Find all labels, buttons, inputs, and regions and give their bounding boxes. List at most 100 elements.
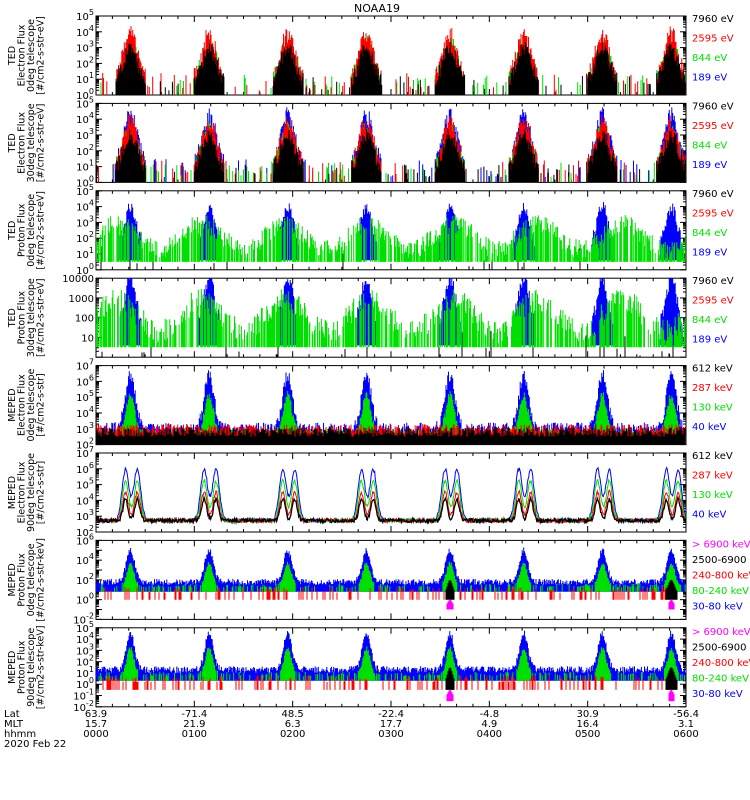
- y-tick-label: 105: [76, 183, 94, 198]
- y-tick-label: 105: [76, 8, 94, 23]
- y-tick-label: 102: [76, 230, 94, 245]
- y-tick-label: 104: [76, 24, 94, 39]
- y-tick-label: 102: [76, 572, 94, 587]
- x-tick-mlt: 3.1: [678, 719, 694, 730]
- legend-entry: 7960 eV: [692, 276, 734, 287]
- legend-entry: 80-240 keV: [692, 586, 749, 597]
- x-tick-lat: -56.4: [673, 709, 699, 720]
- x-tick-mlt: 15.7: [85, 719, 107, 730]
- y-tick-label: 100: [76, 592, 94, 607]
- x-tick-hhmm: 0000: [83, 729, 108, 740]
- y-tick-label: 10000: [62, 274, 94, 285]
- legend-entry: 844 eV: [692, 228, 727, 239]
- y-tick-label: 102: [76, 654, 94, 669]
- panel-ted-p-30: 10 100 1000 10000 TEDProton Flux30deg telesc…: [7, 274, 734, 358]
- x-row-label: Lat: [4, 709, 20, 720]
- y-tick-label: 106: [76, 461, 94, 476]
- y-axis-label: MEPEDElectron Flux0deg telescope[#/cm2-s…: [7, 369, 47, 442]
- x-tick-lat: -22.4: [378, 709, 404, 720]
- trace-2500-6900-kev: [445, 579, 678, 600]
- y-tick-label: 102: [76, 524, 94, 539]
- trace-7960-ev: [96, 129, 686, 183]
- data-traces: [96, 466, 686, 525]
- y-tick-label: 104: [76, 631, 94, 646]
- y-tick-label: 10-1: [73, 688, 94, 703]
- x-tick-mlt: 4.9: [481, 719, 497, 730]
- data-traces: [100, 26, 686, 95]
- trace-130-kev: [96, 478, 686, 525]
- y-tick-label: 102: [76, 55, 94, 70]
- y-tick-label: 105: [76, 477, 94, 492]
- legend-entry: 612 keV: [692, 364, 733, 375]
- trace-240-800-kev: [102, 675, 663, 690]
- legend-entry: 240-800 keV: [692, 570, 750, 581]
- data-traces: [96, 278, 686, 358]
- y-tick-label: 100: [76, 87, 94, 102]
- y-axis-label: TEDProton Flux30deg telescope[#/cm2-s-st…: [7, 278, 47, 357]
- trace-612-kev: [96, 427, 686, 445]
- legend-entry: > 6900 keV: [692, 627, 750, 638]
- x-tick-hhmm: 0200: [280, 729, 305, 740]
- x-tick-hhmm: 0500: [575, 729, 600, 740]
- y-tick-label: 107: [76, 358, 94, 373]
- x-tick-lat: 63.9: [85, 709, 107, 720]
- data-traces: [96, 630, 686, 702]
- x-tick-mlt: 16.4: [577, 719, 599, 730]
- legend-entry: 2500-6900: [692, 642, 747, 653]
- y-tick-label: 103: [76, 127, 94, 142]
- y-tick-label: 103: [76, 508, 94, 523]
- legend-entry: 7960 eV: [692, 14, 734, 25]
- y-tick-label: 100: [76, 174, 94, 189]
- legend-entry: 130 keV: [692, 403, 733, 414]
- legend-entry: 2500-6900: [692, 555, 747, 566]
- legend-entry: 30-80 keV: [692, 689, 743, 700]
- legend-entry: 80-240 keV: [692, 673, 749, 684]
- x-tick-lat: 30.9: [577, 709, 599, 720]
- data-traces: [96, 202, 686, 270]
- legend-entry: 130 keV: [692, 490, 733, 501]
- y-tick-label: 1000: [69, 294, 94, 305]
- legend-entry: 287 keV: [692, 383, 733, 394]
- legend-entry: 40 keV: [692, 422, 726, 433]
- panel-meped-p-0: 10-2 100 102 104 106 MEPEDProton Flux0deg tel…: [7, 532, 750, 626]
- trace-287-kev: [96, 489, 686, 525]
- x-tick-lat: -4.8: [480, 709, 500, 720]
- trace-844-ev: [96, 288, 686, 348]
- y-tick-label: 103: [76, 421, 94, 436]
- legend-entry: 189 eV: [692, 335, 727, 346]
- y-axis-label: MEPEDProton Flux90deg telescope[#/cm2-s-…: [7, 625, 47, 709]
- legend-entry: 189 eV: [692, 247, 727, 258]
- legend-entry: 844 eV: [692, 140, 727, 151]
- legend-entry: 40 keV: [692, 510, 726, 521]
- y-tick-label: 104: [76, 492, 94, 507]
- y-tick-label: 105: [76, 389, 94, 404]
- x-tick-mlt: 17.7: [380, 719, 402, 730]
- y-tick-label: 10-2: [73, 611, 94, 626]
- legend-entry: 189 eV: [692, 73, 727, 84]
- y-tick-label: 105: [76, 95, 94, 110]
- x-row-label: MLT: [4, 719, 24, 730]
- x-tick-hhmm: 0400: [477, 729, 502, 740]
- trace-844-ev: [96, 215, 686, 262]
- y-tick-label: 104: [76, 552, 94, 567]
- y-tick-label: 102: [76, 437, 94, 452]
- y-tick-label: 107: [76, 445, 94, 460]
- data-traces: [96, 107, 686, 183]
- legend-entry: 30-80 keV: [692, 601, 743, 612]
- legend-entry: 2595 eV: [692, 296, 734, 307]
- trace-7960-ev: [115, 42, 686, 95]
- x-tick-hhmm: 0300: [378, 729, 403, 740]
- legend-entry: 189 eV: [692, 160, 727, 171]
- legend-entry: 287 keV: [692, 471, 733, 482]
- date-label: 2020 Feb 22: [4, 739, 66, 750]
- chart-title: NOAA19: [354, 2, 400, 15]
- y-tick-label: 105: [76, 620, 94, 635]
- y-axis-label: TEDElectron Flux0deg telescope[#/cm2-s-s…: [7, 16, 47, 95]
- legend-entry: 240-800 keV: [692, 658, 750, 669]
- y-tick-label: 101: [76, 71, 94, 86]
